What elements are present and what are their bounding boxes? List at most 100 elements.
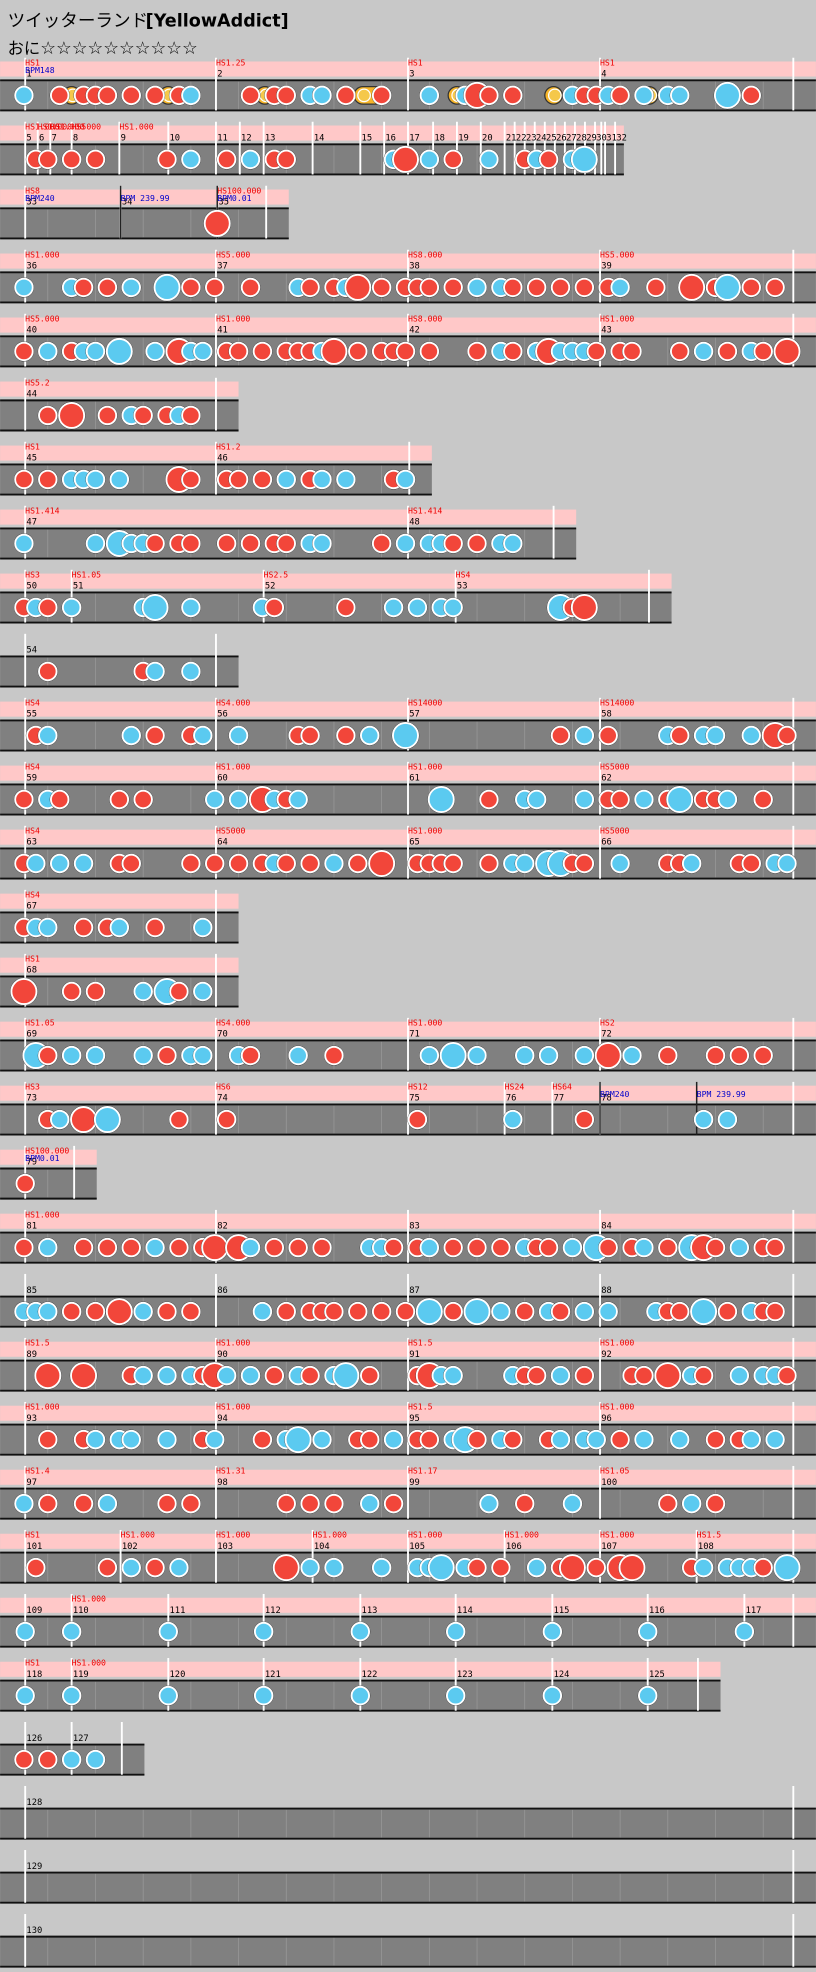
note [550, 725, 571, 746]
note [85, 341, 106, 362]
measure-number: 25 [546, 134, 557, 144]
measure-number: 96 [601, 1414, 612, 1424]
note [276, 533, 296, 554]
scroll-label: HS1 [25, 1530, 40, 1540]
note [157, 149, 177, 170]
measure-number: 62 [601, 774, 612, 784]
scroll-label: HS1.000 [25, 1401, 59, 1411]
note [181, 1493, 201, 1514]
note [391, 145, 419, 173]
scroll-label: HS1.17 [408, 1465, 438, 1475]
note [526, 1365, 547, 1386]
scroll-label: HS4 [25, 825, 40, 835]
note [765, 1237, 785, 1258]
measure-number: 30 [596, 134, 607, 144]
lane [0, 1168, 97, 1199]
measure-number: 65 [409, 838, 420, 848]
scroll-label: HS1.414 [25, 505, 59, 515]
note [169, 981, 189, 1002]
measure-number: 52 [265, 582, 276, 592]
note [463, 1298, 491, 1326]
note [133, 1365, 153, 1386]
note [38, 1749, 58, 1770]
note [38, 1301, 58, 1322]
note [85, 1749, 106, 1770]
scroll-band [0, 1597, 816, 1613]
note [383, 597, 404, 618]
measure-number: 22 [516, 134, 527, 144]
note [264, 1365, 285, 1386]
note [169, 1237, 189, 1258]
measure-number: 71 [409, 1030, 420, 1040]
measure-number: 75 [409, 1094, 420, 1104]
note [713, 81, 741, 109]
note [550, 1365, 571, 1386]
bpm-label: BPM240 [600, 1089, 630, 1099]
note [503, 85, 523, 106]
note [670, 1429, 690, 1450]
note [419, 1045, 440, 1066]
note [637, 1685, 658, 1706]
measure-number: 39 [601, 262, 612, 272]
note [618, 1554, 646, 1582]
note [773, 1554, 801, 1582]
note [133, 405, 153, 426]
note [741, 85, 761, 106]
scroll-label: HS1.000 [25, 249, 59, 259]
note [240, 277, 261, 298]
note [634, 85, 654, 106]
note [38, 1237, 58, 1258]
note [693, 1557, 714, 1578]
note [467, 1557, 487, 1578]
note [550, 1301, 571, 1322]
note [97, 1557, 118, 1578]
note [300, 1557, 320, 1578]
note [312, 469, 332, 490]
measure-number: 107 [601, 1542, 617, 1552]
note [391, 721, 419, 749]
scroll-label: HS1.000 [600, 1337, 634, 1347]
measure-number: 24 [536, 134, 547, 144]
scroll-label: HS1.000 [72, 1658, 106, 1668]
note [610, 85, 630, 106]
note [348, 341, 368, 362]
note [14, 1749, 34, 1770]
note [419, 85, 440, 106]
measure-number: 12 [241, 134, 252, 144]
note [38, 149, 58, 170]
scroll-label: HS1.000 [216, 1337, 250, 1347]
drumroll-head [547, 88, 562, 103]
bpm-label: BPM0.01 [217, 193, 251, 203]
note [344, 273, 372, 301]
note [181, 405, 201, 426]
note [14, 277, 34, 298]
stars: ☆☆☆☆☆☆☆☆☆☆ [40, 39, 197, 59]
measure-number: 89 [26, 1350, 37, 1360]
measure-number: 120 [170, 1670, 186, 1680]
scroll-label: HS5.000 [216, 249, 250, 259]
note [586, 1557, 606, 1578]
note [670, 1301, 690, 1322]
note [216, 1365, 237, 1386]
note [538, 149, 559, 170]
scroll-label: HS100.000 [217, 185, 261, 195]
note [49, 1109, 70, 1130]
note [348, 853, 368, 874]
note [574, 1301, 595, 1322]
note [252, 341, 273, 362]
note [169, 1557, 189, 1578]
measure-number: 112 [265, 1606, 281, 1616]
measure-number: 66 [601, 838, 612, 848]
bpm-label: BPM 239.99 [121, 193, 170, 203]
note [324, 1301, 344, 1322]
measure-number: 86 [217, 1286, 228, 1296]
measure-number: 64 [217, 838, 228, 848]
scroll-band [0, 381, 239, 397]
note [445, 1621, 466, 1642]
note [264, 1237, 285, 1258]
measure-number: 97 [26, 1478, 37, 1488]
note [336, 725, 356, 746]
measure-number: 91 [409, 1350, 420, 1360]
note [670, 85, 690, 106]
note [654, 1362, 682, 1390]
